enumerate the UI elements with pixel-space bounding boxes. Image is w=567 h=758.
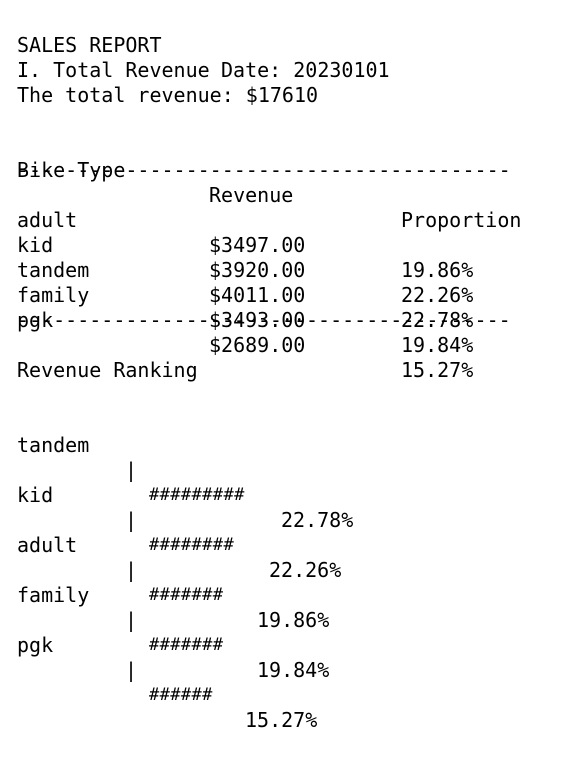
ranking-bar: ######### xyxy=(149,485,245,505)
proportion-cell: 15.27% xyxy=(401,358,474,382)
ranking-bar: ######## xyxy=(149,535,235,555)
table-row: pgk $2689.00 15.27% xyxy=(17,283,557,382)
sales-report: SALES REPORT Date: 20230101 I. Total Rev… xyxy=(17,8,557,732)
bike-type-cell: pgk xyxy=(17,308,54,332)
bike-type-cell: kid xyxy=(17,233,54,257)
ranking-row: adult | ####### 19.86% xyxy=(17,508,557,632)
ranking-row: tandem | ######### 22.78% xyxy=(17,408,557,532)
total-revenue-text: The total revenue: $17610 xyxy=(17,83,319,107)
ranking-value: 22.78% xyxy=(281,508,354,532)
ranking-separator: | xyxy=(125,558,138,582)
ranking-row: family | ####### 19.84% xyxy=(17,558,557,682)
bike-type-cell: adult xyxy=(17,208,78,232)
ranking-value: 22.26% xyxy=(269,558,342,582)
table-row: kid $3920.00 22.26% xyxy=(17,208,557,307)
proportion-cell: 19.86% xyxy=(401,258,474,282)
ranking-value: 15.27% xyxy=(245,708,318,732)
ranking-bar: ####### xyxy=(149,585,224,605)
table-row: family $3493.00 19.84% xyxy=(17,258,557,357)
ranking-separator: | xyxy=(125,508,138,532)
ranking-bar: ###### xyxy=(149,685,213,705)
revenue-cell: $4011.00 xyxy=(209,283,306,307)
column-header-proportion: Proportion xyxy=(401,208,522,232)
report-header: SALES REPORT Date: 20230101 xyxy=(17,8,557,82)
ranking-separator: | xyxy=(125,458,138,482)
table-row: tandem $4011.00 22.78% xyxy=(17,233,557,332)
table-rule-bottom: ----------------------------------------… xyxy=(17,308,511,332)
total-revenue-heading: I. Total Revenue xyxy=(17,58,210,82)
revenue-ranking-heading: Revenue Ranking xyxy=(17,358,198,382)
ranking-bar: ####### xyxy=(149,635,224,655)
table-row: adult $3497.00 19.86% xyxy=(17,183,557,282)
revenue-cell: $3497.00 xyxy=(209,233,306,257)
table-header-row: Bike Type Revenue Proportion xyxy=(17,133,557,232)
ranking-name: family xyxy=(17,583,90,607)
ranking-name: adult xyxy=(17,533,78,557)
bike-type-cell: family xyxy=(17,283,90,307)
proportion-cell: 22.26% xyxy=(401,283,474,307)
revenue-cell: $3920.00 xyxy=(209,258,306,282)
ranking-separator: | xyxy=(125,608,138,632)
revenue-cell: $2689.00 xyxy=(209,333,306,357)
report-title: SALES REPORT xyxy=(17,33,162,57)
ranking-row: pgk | ###### 15.27% xyxy=(17,608,557,732)
ranking-value: 19.86% xyxy=(257,608,330,632)
ranking-name: pgk xyxy=(17,633,54,657)
table-rule-top: ----------------------------------------… xyxy=(17,158,511,182)
revenue-cell: $3493.00 xyxy=(209,308,306,332)
proportion-cell: 19.84% xyxy=(401,333,474,357)
bike-type-cell: tandem xyxy=(17,258,90,282)
ranking-separator: | xyxy=(125,658,138,682)
ranking-name: tandem xyxy=(17,433,90,457)
ranking-name: kid xyxy=(17,483,54,507)
proportion-cell: 22.78% xyxy=(401,308,474,332)
ranking-value: 19.84% xyxy=(257,658,330,682)
report-date: Date: 20230101 xyxy=(221,58,390,82)
ranking-row: kid | ######## 22.26% xyxy=(17,458,557,582)
column-header-bike-type: Bike Type xyxy=(17,158,126,182)
column-header-revenue: Revenue xyxy=(209,183,294,207)
